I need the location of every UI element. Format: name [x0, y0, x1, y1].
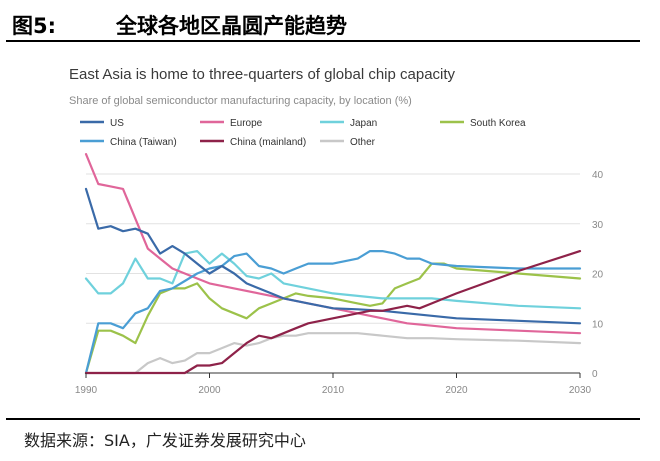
- series-lines: [84, 153, 582, 375]
- x-tick-label: 1990: [75, 385, 98, 396]
- series-line-us: [84, 187, 582, 325]
- figure-number: 图5:: [12, 14, 57, 38]
- x-axis-ticks: 1990 2000 2010 2020 2030: [75, 373, 592, 396]
- x-tick-label: 2020: [445, 385, 468, 396]
- legend-label-china-taiwan: China (Taiwan): [110, 137, 177, 148]
- y-axis-ticks: 0 10 20 30 40: [592, 170, 604, 380]
- x-tick-label: 2010: [322, 385, 345, 396]
- figure-title: 全球各地区晶圆产能趋势: [116, 14, 347, 38]
- y-tick-label: 10: [592, 319, 604, 330]
- legend-label-japan: Japan: [350, 118, 377, 129]
- y-tick-label: 0: [592, 369, 598, 380]
- y-tick-label: 20: [592, 270, 604, 281]
- series-line-china-mainland: [84, 250, 582, 375]
- series-line-china-taiwan: [84, 250, 582, 375]
- source-divider: [6, 418, 640, 420]
- legend-label-south-korea: South Korea: [470, 118, 526, 129]
- series-line-south-korea: [84, 262, 582, 375]
- series-line-japan: [84, 250, 582, 310]
- x-tick-label: 2000: [198, 385, 221, 396]
- y-tick-label: 40: [592, 170, 604, 181]
- legend-label-us: US: [110, 118, 124, 129]
- source-note: 数据来源：SIA，广发证券发展研究中心: [24, 431, 306, 450]
- chart-subtitle: Share of global semiconductor manufactur…: [69, 95, 412, 107]
- x-tick-label: 2030: [569, 385, 592, 396]
- chart-title: East Asia is home to three-quarters of g…: [69, 66, 456, 83]
- series-line-other: [84, 332, 582, 375]
- legend-label-china-mainland: China (mainland): [230, 137, 306, 148]
- legend-label-europe: Europe: [230, 118, 263, 129]
- figure-header: 图5: 全球各地区晶圆产能趋势: [6, 8, 640, 42]
- series-line-europe: [84, 153, 582, 335]
- legend-label-other: Other: [350, 137, 376, 148]
- legend: US Europe Japan South Korea China (Taiwan) Ch…: [80, 118, 526, 148]
- y-tick-label: 30: [592, 220, 604, 231]
